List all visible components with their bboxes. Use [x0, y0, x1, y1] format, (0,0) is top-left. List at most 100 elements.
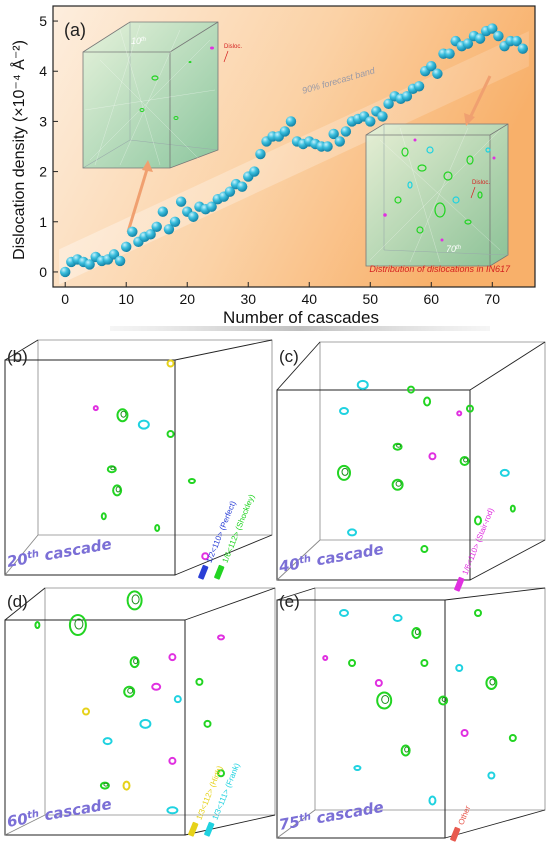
y-tick-label: 5 — [39, 13, 47, 29]
dislocation-loop — [122, 780, 131, 791]
data-point — [145, 229, 156, 240]
dislocation-loop — [173, 695, 182, 704]
panel-label-c: (c) — [279, 347, 299, 366]
dislocation-loop — [168, 756, 177, 765]
data-point — [383, 98, 394, 110]
dislocation-loop — [203, 719, 212, 728]
data-point — [163, 224, 175, 235]
legend-label: Other — [457, 804, 473, 826]
dislocation-loop — [456, 410, 463, 417]
dislocation-loop — [166, 359, 175, 368]
dislocation-loop — [154, 524, 161, 532]
dislocation-loop — [102, 737, 113, 746]
legend-swatch — [454, 576, 465, 592]
y-tick-label: 4 — [39, 63, 47, 79]
dislocation-loop — [139, 718, 152, 729]
dislocation-loop — [487, 771, 496, 780]
data-point — [493, 30, 504, 42]
data-point — [206, 201, 217, 212]
data-point — [84, 259, 95, 270]
dislocation-loop — [34, 621, 41, 630]
dislocation-loop — [126, 590, 143, 611]
dislocation-loop — [347, 528, 358, 537]
dislocation-loop — [151, 682, 162, 691]
dislocation-loop — [438, 695, 449, 706]
x-tick-label: 10 — [118, 291, 134, 307]
plot-frame — [52, 5, 536, 288]
dislocation-loop — [459, 456, 470, 466]
data-point — [444, 48, 455, 59]
legend-swatch — [198, 564, 209, 580]
dislocation-loop — [411, 627, 422, 639]
panel-e: (e) 75th cascade — [276, 587, 546, 839]
legend: 1/2<110> (Perfect)1/6<112> (Shockley) 1/6… — [188, 493, 496, 842]
dislocation-loop — [217, 634, 225, 641]
inset-early-annotation: Disloc. — [224, 44, 242, 50]
panel-d: (d) 60th cascade — [4, 587, 276, 836]
data-point — [474, 33, 486, 44]
dislocation-loop — [407, 385, 415, 394]
data-point — [175, 196, 187, 207]
inset-late-arrow — [468, 75, 492, 119]
divider — [110, 326, 490, 331]
inset-late-label: 70th — [446, 244, 462, 254]
cascade-caption-e: 75th cascade — [278, 798, 385, 834]
dislocation-loop — [123, 685, 136, 698]
y-tick-label: 3 — [39, 113, 47, 129]
dislocation-loop — [391, 478, 404, 491]
data-point — [432, 68, 443, 79]
cascade-caption-d: 60th cascade — [6, 795, 113, 831]
data-point — [188, 211, 199, 222]
y-tick-label: 1 — [39, 214, 47, 230]
data-point — [169, 216, 181, 227]
dislocation-loop — [99, 781, 110, 790]
cascade-caption-c: 40th cascade — [277, 540, 385, 576]
dislocation-loop — [100, 512, 107, 521]
cascade-caption-b: 20th cascade — [6, 535, 113, 571]
y-axis: 0 1 2 3 4 5 — [39, 13, 58, 280]
dislocation-loop — [348, 659, 357, 667]
dislocation-loop — [474, 609, 482, 617]
dislocation-loop — [420, 545, 429, 554]
cascade-panels: (b) 20th cascade (c) 40th cascade (d) 60th ca… — [4, 339, 546, 839]
panel-label-d: (d) — [7, 592, 28, 611]
data-point — [127, 226, 138, 238]
legend-swatch — [204, 821, 215, 837]
data-point — [377, 111, 388, 122]
dislocation-loop — [376, 691, 393, 710]
x-tick-label: 0 — [61, 291, 69, 307]
x-tick-label: 60 — [423, 291, 439, 307]
dislocation-loop — [137, 419, 150, 430]
data-point — [114, 255, 126, 267]
y-axis-label: Dislocation density (×10⁻⁴ Å⁻²) — [9, 40, 28, 260]
data-point — [365, 116, 376, 127]
legend-swatch — [188, 821, 199, 837]
y-tick-label: 0 — [39, 264, 47, 280]
x-tick-label: 20 — [179, 291, 195, 307]
panel-label-b: (b) — [7, 347, 28, 366]
panel-label-a: (a) — [64, 20, 86, 40]
data-point — [511, 35, 522, 47]
dislocation-loop — [129, 656, 140, 669]
data-point — [255, 148, 266, 160]
data-points — [60, 23, 528, 278]
inset-early-label: 10th — [131, 36, 147, 46]
inset-late-annotation: Disloc. — [472, 180, 490, 186]
x-axis-label: Number of cascades — [223, 308, 379, 327]
dislocation-loop — [356, 379, 369, 390]
dislocation-loop — [195, 677, 204, 686]
dislocation-loop — [168, 653, 177, 662]
data-point — [236, 181, 248, 192]
data-point — [517, 43, 528, 54]
data-point — [151, 221, 162, 232]
dislocation-loop — [106, 465, 117, 474]
data-point — [108, 249, 120, 260]
inset-late-caption: Distribution of dislocations in IN617 — [369, 264, 511, 274]
dislocation-loop — [392, 614, 403, 622]
dislocation-loop — [508, 734, 517, 742]
data-point — [121, 241, 132, 253]
data-point — [322, 141, 333, 152]
data-point — [334, 136, 345, 147]
dislocation-loop — [217, 769, 225, 778]
